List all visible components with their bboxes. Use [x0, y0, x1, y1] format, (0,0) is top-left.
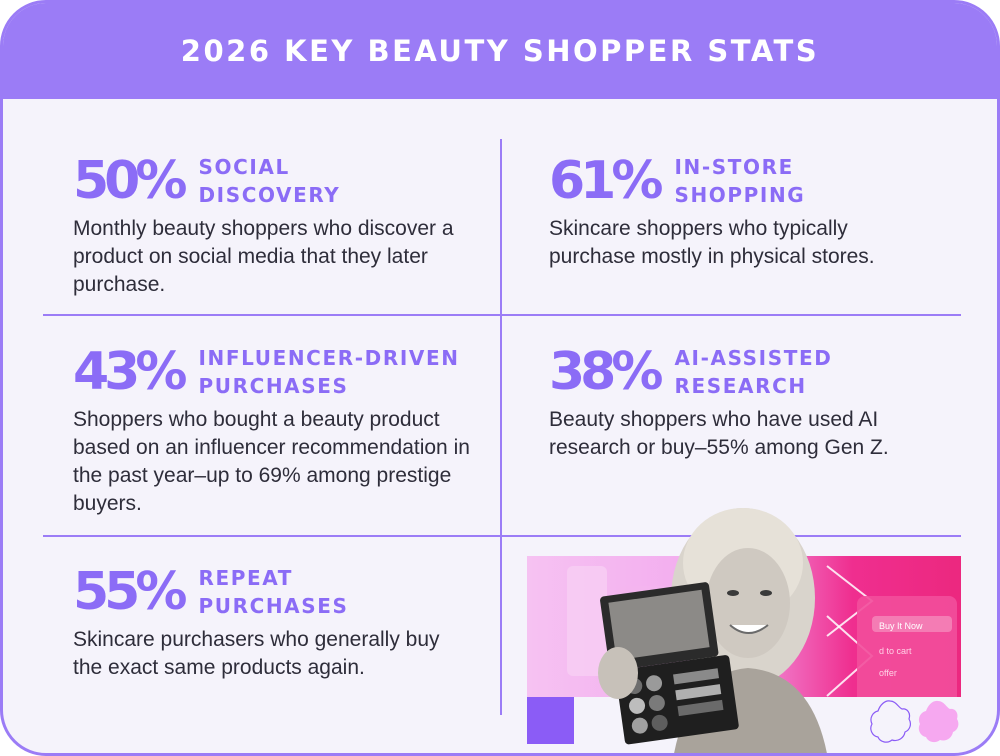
stat-label: INFLUENCER-DRIVEN PURCHASES [198, 344, 459, 400]
stat-label-line: AI-ASSISTED [674, 346, 833, 370]
stat-label-line: IN-STORE [674, 155, 794, 179]
stat-label-line: PURCHASES [198, 374, 349, 398]
stat-social-discovery: 50% SOCIAL DISCOVERY Monthly beauty shop… [73, 155, 473, 299]
stat-label-line: SHOPPING [674, 183, 806, 207]
vertical-divider [500, 139, 502, 715]
stat-description: Shoppers who bought a beauty product bas… [73, 408, 470, 515]
stat-label-line: REPEAT [198, 566, 294, 590]
flower-filled-icon [918, 700, 959, 743]
stat-label-line: RESEARCH [674, 374, 807, 398]
stat-label-line: INFLUENCER-DRIVEN [198, 346, 460, 370]
stat-label: AI-ASSISTED RESEARCH [674, 344, 832, 400]
stat-label-line: SOCIAL [198, 155, 290, 179]
flower-outline-icon [870, 700, 911, 743]
decorative-square [527, 697, 574, 744]
stat-ai-assisted-research: 38% AI-ASSISTED RESEARCH Beauty shoppers… [549, 346, 934, 462]
stat-label: REPEAT PURCHASES [198, 564, 348, 620]
stat-label: IN-STORE SHOPPING [674, 153, 805, 209]
header-banner: 2026 KEY BEAUTY SHOPPER STATS [3, 3, 997, 99]
stat-percent: 61% [549, 151, 663, 211]
stat-influencer-driven-purchases: 43% INFLUENCER-DRIVEN PURCHASES Shoppers… [73, 346, 473, 518]
stat-description: Skincare shoppers who typically purchase… [549, 217, 875, 268]
phone-cart-text: d to cart [879, 646, 912, 656]
stat-percent: 43% [73, 342, 187, 402]
stat-description: Beauty shoppers who have used AI researc… [549, 408, 889, 459]
stat-percent: 50% [73, 151, 187, 211]
stat-label-line: PURCHASES [198, 594, 349, 618]
stat-percent: 55% [73, 562, 187, 622]
stat-description: Monthly beauty shoppers who discover a p… [73, 217, 454, 296]
stat-repeat-purchases: 55% REPEAT PURCHASES Skincare purchasers… [73, 566, 473, 682]
stat-label-line: DISCOVERY [198, 183, 341, 207]
phone-offer-text: offer [879, 668, 897, 678]
stat-description: Skincare purchasers who generally buy th… [73, 628, 440, 679]
stat-percent: 38% [549, 342, 663, 402]
woman-holding-palette [598, 508, 827, 753]
stat-label: SOCIAL DISCOVERY [198, 153, 340, 209]
page-title: 2026 KEY BEAUTY SHOPPER STATS [180, 34, 820, 68]
phone-buy-button: Buy It Now [879, 621, 923, 631]
horizontal-divider [43, 535, 961, 537]
stat-in-store-shopping: 61% IN-STORE SHOPPING Skincare shoppers … [549, 155, 929, 271]
horizontal-divider [43, 314, 961, 316]
